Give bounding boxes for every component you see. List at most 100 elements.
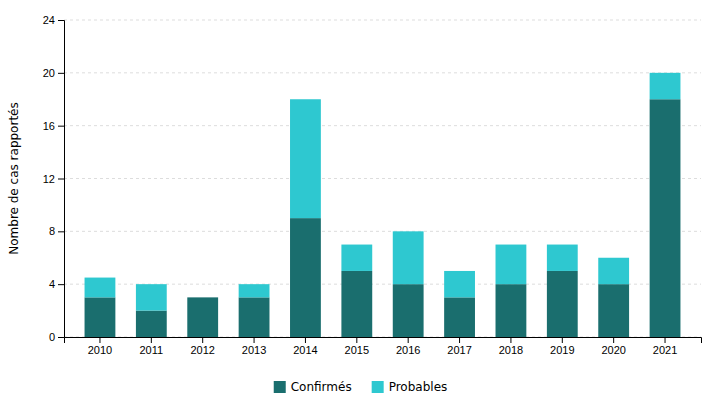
tick-label: 4 — [49, 278, 55, 290]
axis-line — [65, 338, 702, 344]
grid-line — [64, 72, 701, 73]
tick-label: 12 — [43, 173, 55, 185]
legend-label: Probables — [389, 380, 448, 394]
tick-mark — [665, 337, 666, 343]
legend-label: Confirmés — [291, 380, 352, 394]
tick: 20 — [43, 67, 64, 79]
bar — [547, 245, 578, 271]
tick-label: 2021 — [653, 344, 677, 356]
grid-line — [64, 178, 701, 179]
bar — [650, 99, 681, 337]
grid-line — [64, 125, 701, 126]
y-axis: 0 4 8 12 16 20 24 — [43, 14, 65, 343]
tick-label: 8 — [49, 225, 55, 237]
legend: Confirmés Probables — [274, 380, 448, 394]
tick: 2015 — [345, 337, 369, 356]
axis-line — [58, 21, 65, 338]
bar — [341, 245, 372, 271]
tick: 2016 — [396, 337, 420, 356]
tick-label: 2018 — [499, 344, 523, 356]
tick-label: 16 — [43, 120, 55, 132]
tick: 0 — [49, 331, 64, 343]
tick-mark — [58, 284, 64, 285]
y-axis-title: Nombre de cas rapportés — [7, 102, 21, 254]
tick-mark — [58, 20, 64, 21]
tick: 2011 — [140, 337, 164, 356]
bar — [496, 284, 527, 337]
tick-label: 20 — [43, 67, 55, 79]
bar — [444, 297, 475, 337]
plot: 2010201120122013201420152016201720182019… — [43, 14, 702, 356]
tick: 2020 — [601, 337, 625, 356]
tick-mark — [254, 337, 255, 343]
tick-mark — [613, 337, 614, 343]
tick: 8 — [49, 225, 64, 237]
bar — [496, 245, 527, 285]
series — [85, 99, 681, 337]
chart: 2010201120122013201420152016201720182019… — [0, 0, 721, 407]
bar — [650, 73, 681, 99]
tick: 2014 — [293, 337, 317, 356]
bars — [85, 73, 681, 337]
bar — [239, 297, 270, 337]
bar — [598, 284, 629, 337]
tick: 2019 — [550, 337, 574, 356]
tick: 2010 — [88, 337, 112, 356]
tick: 2013 — [242, 337, 266, 356]
tick-mark — [562, 337, 563, 343]
tick: 4 — [49, 278, 64, 290]
tick-mark — [58, 231, 64, 232]
tick-label: 2015 — [345, 344, 369, 356]
tick-mark — [202, 337, 203, 343]
tick: 2017 — [447, 337, 471, 356]
tick-mark — [459, 337, 460, 343]
tick-label: 2010 — [88, 344, 112, 356]
tick-label: 2013 — [242, 344, 266, 356]
bar — [444, 271, 475, 297]
tick-label: 2014 — [293, 344, 317, 356]
tick: 2021 — [653, 337, 677, 356]
tick-mark — [356, 337, 357, 343]
bar — [393, 231, 424, 284]
bar — [136, 284, 167, 310]
bar — [547, 271, 578, 337]
bar — [290, 99, 321, 218]
tick: 2018 — [499, 337, 523, 356]
bar — [187, 297, 218, 298]
tick-mark — [99, 337, 100, 343]
tick-label: 2012 — [190, 344, 214, 356]
tick-mark — [58, 126, 64, 127]
tick-mark — [510, 337, 511, 343]
legend-item: Probables — [372, 380, 448, 394]
legend-swatch — [372, 381, 384, 393]
tick-mark — [151, 337, 152, 343]
tick-label: 2011 — [140, 344, 164, 356]
tick: 24 — [43, 14, 64, 26]
tick-label: 24 — [43, 14, 55, 26]
bar — [341, 271, 372, 337]
bar — [290, 218, 321, 337]
bar — [136, 311, 167, 337]
series — [85, 73, 681, 311]
tick-mark — [408, 337, 409, 343]
tick: 12 — [43, 173, 64, 185]
x-axis: 2010 2011 2012 2013 2014 2015 2016 2017 2018 2019… — [65, 337, 702, 356]
grid-line — [64, 231, 701, 232]
tick-label: 2016 — [396, 344, 420, 356]
tick-mark — [305, 337, 306, 343]
tick-label: 0 — [49, 331, 55, 343]
bar — [598, 258, 629, 284]
bar — [393, 284, 424, 337]
legend-swatch — [274, 381, 286, 393]
tick: 2012 — [190, 337, 214, 356]
tick-mark — [58, 179, 64, 180]
tick-label: 2017 — [447, 344, 471, 356]
tick-mark — [58, 73, 64, 74]
tick-label: 2019 — [550, 344, 574, 356]
tick-mark — [58, 337, 64, 338]
tick-label: 2020 — [601, 344, 625, 356]
bar — [239, 284, 270, 297]
tick: 16 — [43, 120, 64, 132]
bar — [187, 297, 218, 337]
bar — [85, 278, 116, 298]
